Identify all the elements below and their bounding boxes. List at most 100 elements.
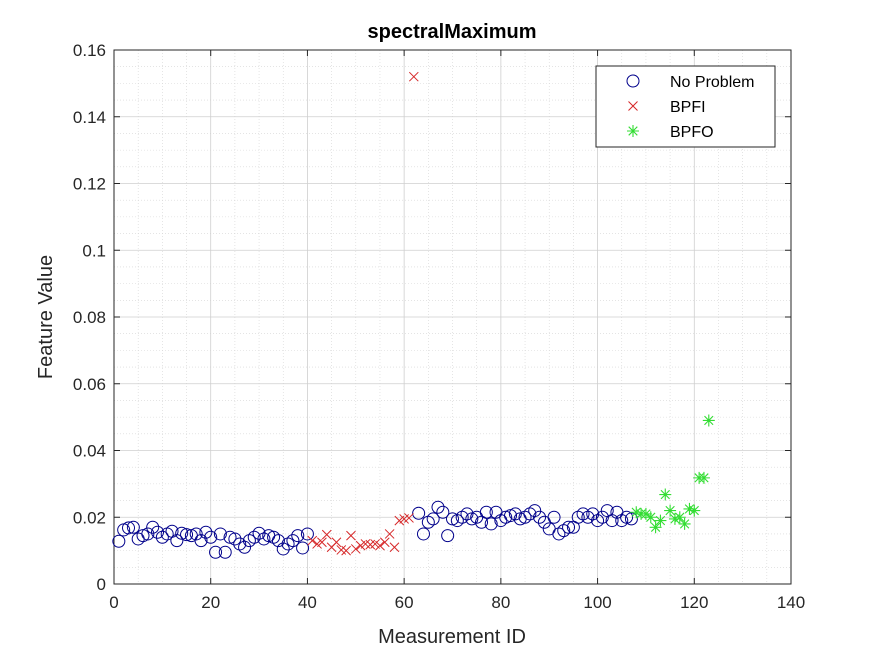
data-point-bpfo [697,471,710,484]
y-tick-label: 0.16 [73,41,106,60]
legend-label-bpfo: BPFO [670,124,714,141]
data-point-no-problem [276,542,290,556]
x-tick-label: 100 [583,593,611,612]
data-point-no-problem [271,534,285,548]
data-point-bpfi [321,529,332,540]
y-tick-label: 0.02 [73,508,106,527]
data-point-no-problem [122,521,136,535]
data-point-no-problem [624,512,638,526]
data-point-no-problem [426,512,440,526]
data-point-no-problem [141,527,155,541]
data-point-bpfi [307,535,318,546]
y-tick-label: 0.04 [73,442,106,461]
data-point-no-problem [126,520,140,534]
data-point-no-problem [460,507,474,521]
data-point-bpfo [649,521,662,534]
data-point-bpfi [375,540,385,551]
data-point-no-problem [586,507,600,521]
data-point-bpfi [317,537,327,548]
legend-label-bpfi: BPFI [670,99,706,116]
data-point-no-problem [175,526,189,540]
data-point-no-problem [199,525,213,539]
x-tick-label: 120 [680,593,708,612]
data-point-no-problem [508,507,522,521]
data-point-no-problem [605,514,619,528]
legend: No Problem BPFI BPFO [595,65,776,148]
data-point-no-problem [441,529,455,543]
legend-box [595,65,776,148]
data-point-bpfo [664,504,677,517]
data-point-no-problem [180,528,194,542]
data-point-bpfi [408,71,419,82]
data-point-no-problem [170,534,184,548]
data-point-bpfi [331,537,342,548]
y-tick-label: 0.08 [73,308,106,327]
data-point-no-problem [209,545,223,559]
data-point-bpfi [346,530,356,541]
data-point-no-problem [213,527,227,541]
data-point-no-problem [194,534,208,548]
data-point-bpfo [683,502,696,515]
legend-marker-no-problem [626,74,640,88]
data-point-no-problem [533,510,547,524]
data-point-bpfo [639,507,652,520]
legend-marker-bpfi [628,101,638,111]
data-point-no-problem [286,534,300,548]
data-point-no-problem [238,540,252,554]
x-tick-label: 20 [201,593,220,612]
data-point-no-problem [562,520,576,534]
data-point-bpfi [379,537,390,548]
data-point-no-problem [228,532,242,546]
data-point-no-problem [479,505,493,519]
chart-title: spectralMaximum [368,21,537,43]
data-point-bpfo [673,511,686,524]
legend-marker-bpfo [627,125,639,137]
data-point-bpfo [630,506,643,519]
y-tick-label: 0.12 [73,175,106,194]
x-tick-label: 40 [298,593,317,612]
data-point-bpfo [678,517,691,530]
data-point-bpfo [654,514,667,527]
data-point-bpfi [404,513,414,523]
y-tick-label: 0.14 [73,108,106,127]
data-point-bpfi [341,545,351,556]
data-point-no-problem [291,529,305,543]
data-point-bpfi [350,544,361,554]
data-point-bpfo [644,511,657,524]
data-point-no-problem [204,530,218,544]
data-point-no-problem [247,530,261,544]
data-point-bpfi [365,539,376,550]
data-point-no-problem [112,534,126,548]
y-tick-label: 0.06 [73,375,106,394]
data-point-bpfo [688,504,701,517]
data-point-no-problem [547,510,561,524]
data-point-bpfo [659,488,672,501]
axis-ticks: 0 20 40 60 80 100 120 140 0 0.02 0.04 0.06 0.08 0.1 0.… [73,41,805,612]
data-point-bpfo [668,512,681,525]
data-point-no-problem [151,525,165,539]
y-tick-label: 0 [97,575,106,594]
data-point-no-problem [412,506,426,520]
x-tick-label: 140 [777,593,805,612]
data-point-bpfi [389,542,400,553]
data-point-no-problem [436,505,450,519]
data-point-no-problem [416,527,430,541]
y-axis-label: Feature Value [35,255,57,379]
data-point-bpfi [384,529,395,539]
data-point-bpfi [336,545,347,555]
data-point-no-problem [528,504,542,518]
data-points [112,71,715,559]
legend-label-no-problem: No Problem [670,74,754,91]
x-tick-label: 80 [491,593,510,612]
data-point-no-problem [189,527,203,541]
data-point-no-problem [300,527,314,541]
x-tick-label: 60 [395,593,414,612]
data-point-no-problem [431,500,445,514]
x-tick-label: 0 [109,593,118,612]
x-axis-label: Measurement ID [378,626,526,648]
data-point-bpfo [702,414,715,427]
y-tick-label: 0.1 [82,241,106,260]
data-point-no-problem [296,541,310,555]
data-point-no-problem [484,517,498,531]
